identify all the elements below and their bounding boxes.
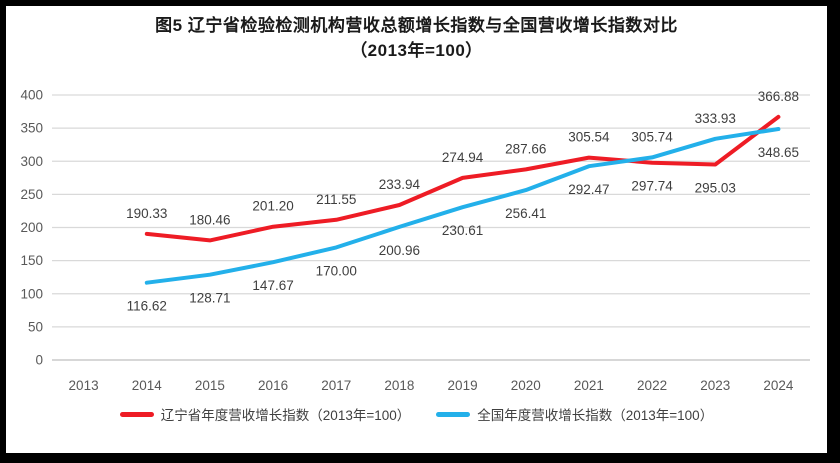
data-label: 305.74 (631, 129, 673, 144)
y-axis-tick-label: 200 (20, 220, 43, 235)
legend-label-national: 全国年度营收增长指数（2013年=100） (477, 408, 714, 423)
data-label: 333.93 (695, 111, 736, 126)
x-axis-tick-label: 2018 (384, 378, 414, 393)
legend-swatch-national-icon (436, 411, 471, 417)
data-label: 274.94 (442, 150, 484, 165)
data-label: 348.65 (758, 145, 799, 160)
legend-item-national: 全国年度营收增长指数（2013年=100） (436, 404, 713, 424)
data-label: 230.61 (442, 223, 483, 238)
data-label: 200.96 (379, 243, 420, 258)
x-axis-tick-label: 2015 (195, 378, 225, 393)
y-axis-tick-label: 350 (20, 121, 43, 136)
x-axis-tick-label: 2022 (637, 378, 667, 393)
data-label: 233.94 (379, 177, 421, 192)
y-axis-tick-label: 400 (20, 88, 43, 103)
data-label: 256.41 (505, 206, 546, 221)
line-chart: 0 50 100 150 200 250 300 350 400 2013 2014 2015 2016… (20, 88, 810, 393)
x-axis-tick-label: 2019 (448, 378, 478, 393)
x-axis-tick-label: 2014 (132, 378, 163, 393)
legend-label-liaoning: 辽宁省年度营收增长指数（2013年=100） (160, 408, 411, 423)
x-axis-tick-label: 2023 (700, 378, 730, 393)
data-label: 147.67 (252, 278, 293, 293)
y-axis-tick-label: 50 (28, 319, 43, 334)
data-label: 170.00 (316, 263, 357, 278)
legend-item-liaoning: 辽宁省年度营收增长指数（2013年=100） (119, 404, 411, 424)
y-axis-tick-label: 250 (20, 187, 43, 202)
data-label: 287.66 (505, 141, 546, 156)
x-axis-tick-label: 2020 (511, 378, 541, 393)
chart-title: 图5 辽宁省检验检测机构营收总额增长指数与全国营收增长指数对比 （2013年=1… (6, 14, 827, 63)
data-label: 292.47 (568, 182, 609, 197)
y-axis-tick-label: 150 (20, 253, 43, 268)
y-axis-tick-label: 300 (20, 154, 43, 169)
data-label: 180.46 (189, 212, 230, 227)
x-axis-tick-label: 2016 (258, 378, 288, 393)
series-line-0 (144, 114, 781, 243)
data-label: 128.71 (189, 291, 230, 306)
data-label: 190.33 (126, 206, 167, 221)
x-axis-tick-label: 2024 (763, 378, 794, 393)
data-label: 305.54 (568, 130, 610, 145)
data-label: 201.20 (252, 199, 293, 214)
x-axis-tick-label: 2017 (321, 378, 351, 393)
series-line-1 (144, 127, 781, 285)
chart-title-line2: （2013年=100） (350, 40, 483, 60)
data-label: 211.55 (316, 192, 356, 207)
y-axis-tick-label: 0 (35, 353, 43, 368)
data-label: 297.74 (631, 179, 673, 194)
legend-swatch-liaoning-icon (119, 411, 154, 417)
data-label: 295.03 (695, 181, 736, 196)
chart-title-line1: 图5 辽宁省检验检测机构营收总额增长指数与全国营收增长指数对比 (155, 16, 678, 35)
data-label: 116.62 (127, 299, 167, 314)
y-axis-tick-label: 100 (20, 286, 43, 301)
chart-legend: 辽宁省年度营收增长指数（2013年=100） 全国年度营收增长指数（2013年=… (6, 404, 827, 424)
x-axis-tick-label: 2013 (69, 378, 99, 393)
data-label: 366.88 (758, 89, 799, 104)
x-axis-tick-label: 2021 (574, 378, 604, 393)
